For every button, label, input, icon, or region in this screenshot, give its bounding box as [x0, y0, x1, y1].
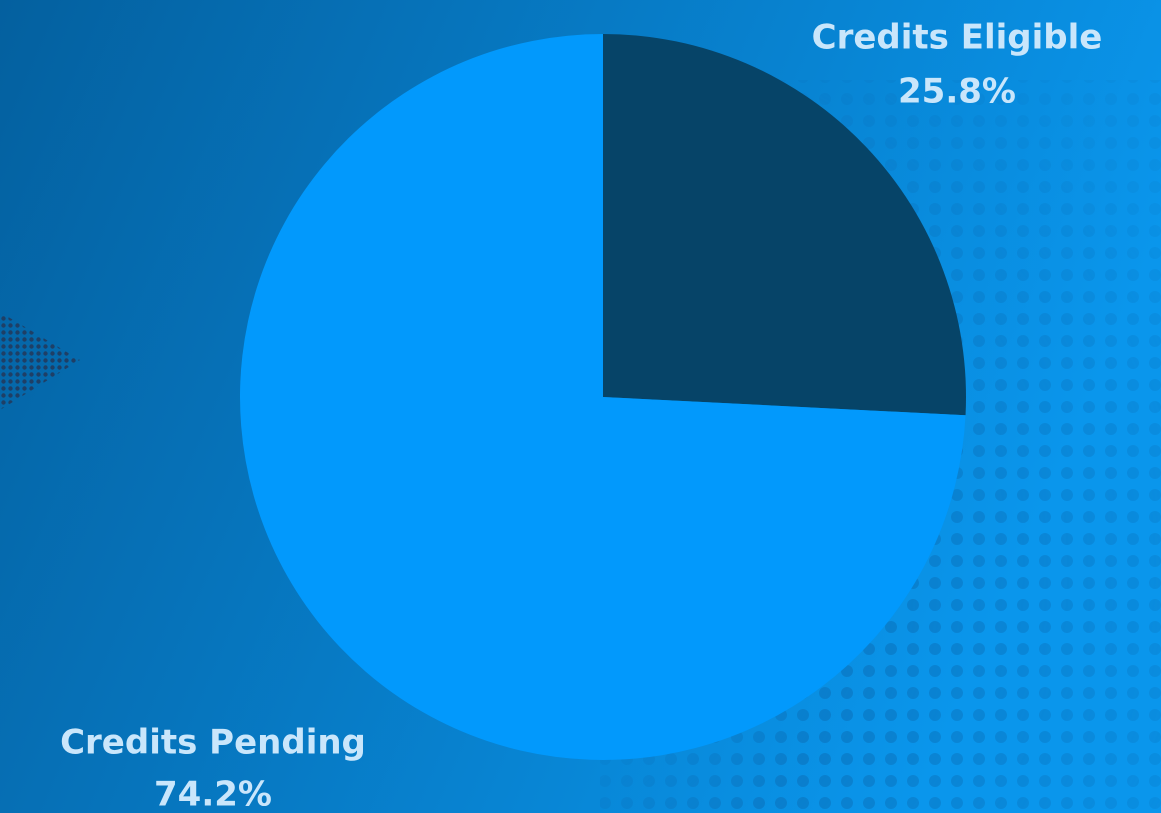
- triangle-decoration: [0, 312, 80, 410]
- slice-value-label: 74.2%: [154, 775, 272, 813]
- pie: [240, 34, 966, 760]
- pie-slice: [240, 34, 966, 760]
- slice-label: Credits Pending: [60, 723, 366, 763]
- pie-slice: [603, 34, 966, 416]
- slice-value-label: 25.8%: [898, 72, 1016, 112]
- slice-label: Credits Eligible: [812, 18, 1103, 58]
